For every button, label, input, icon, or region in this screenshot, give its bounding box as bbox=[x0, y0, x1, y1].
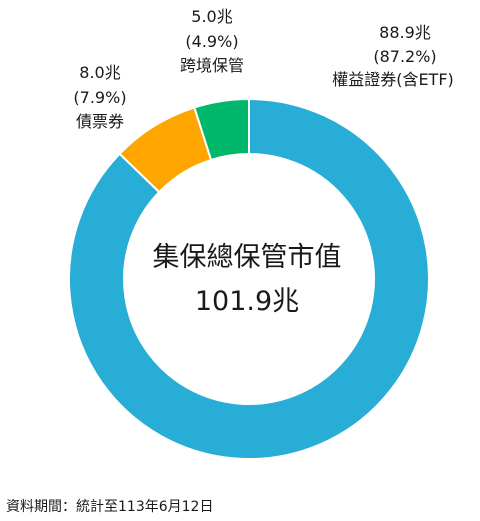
slice-label-crossborder-name: 跨境保管 bbox=[180, 56, 244, 75]
slice-label-crossborder-percent: (4.9%) bbox=[185, 32, 238, 51]
donut-slice-equity bbox=[68, 97, 430, 460]
slice-label-bond-name: 債票券 bbox=[76, 112, 124, 131]
slice-label-equity-value: 88.9兆 bbox=[379, 23, 431, 42]
center-title: 集保總保管市值 bbox=[153, 242, 342, 273]
slice-label-equity-percent: (87.2%) bbox=[373, 47, 436, 66]
donut-chart: 88.9兆 (87.2%) 權益證券(含ETF) 8.0兆 (7.9%) 債票券… bbox=[68, 7, 454, 460]
slice-label-crossborder-value: 5.0兆 bbox=[191, 7, 232, 26]
slice-label-bond-percent: (7.9%) bbox=[73, 88, 126, 107]
donut-slice-crossborder bbox=[193, 97, 250, 162]
slice-label-bond-value: 8.0兆 bbox=[79, 63, 120, 82]
donut-slices bbox=[68, 97, 430, 460]
center-value: 101.9兆 bbox=[195, 286, 299, 317]
slice-label-equity-name: 權益證券(含ETF) bbox=[332, 70, 454, 89]
footnote: 資料期間：統計至113年6月12日 bbox=[6, 499, 214, 515]
